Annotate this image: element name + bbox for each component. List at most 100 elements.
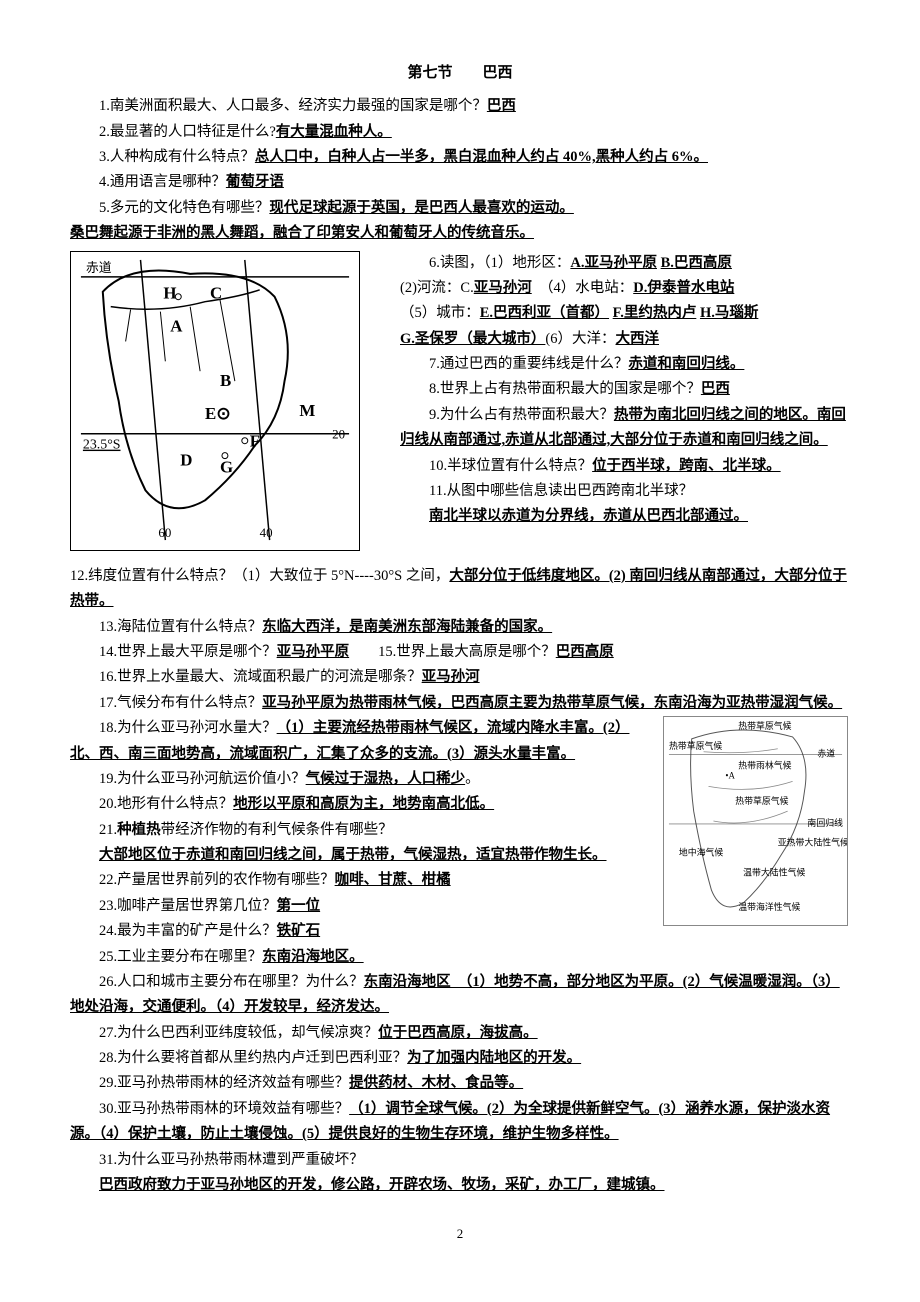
map-label-B: B [220, 371, 231, 390]
q11-a: 南北半球以赤道为分界线，赤道从巴西北部通过。 [429, 508, 748, 524]
q13-text: 13.海陆位置有什么特点？ [99, 619, 262, 635]
q6-line3: （5）城市：E.巴西利亚（首都） F.里约热内卢 H.马瑙斯 [400, 301, 850, 326]
q3-answer: 总人口中，白种人占一半多，黑白混血种人约占 40%,黑种人约占 6%。 [255, 149, 708, 165]
climate-section: 18.为什么亚马孙河水量大？（1）主要流经热带雨林气候区，流域内降水丰富。(2）… [70, 716, 850, 970]
q9-text: 9.为什么占有热带面积最大？ [429, 407, 614, 423]
q6-line4: G.圣保罗（最大城市）(6）大洋：大西洋 [400, 327, 850, 352]
q10-a: 位于西半球，跨南、北半球。 [592, 458, 781, 474]
q16-text: 16.世界上水量最大、流域面积最广的河流是哪条？ [99, 669, 422, 685]
q15-a: 巴西高原 [556, 644, 614, 660]
q8-text: 8.世界上占有热带面积最大的国家是哪个？ [429, 381, 701, 397]
map-section: 赤道 23.5°S 20 60 40 H C A B E⊙ M F D G [70, 251, 850, 560]
q15-text: 15.世界上最大高原是哪个？ [378, 644, 556, 660]
q8-a: 巴西 [701, 381, 730, 397]
clim-l4: 热带草原气候 [735, 795, 788, 806]
q31-q: 31.为什么亚马孙热带雨林遭到严重破坏？ [70, 1148, 850, 1173]
map-label-C: C [210, 283, 222, 302]
clim-l3: 赤道 [817, 748, 835, 759]
q27-text: 27.为什么巴西利亚纬度较低，却气候凉爽？ [99, 1025, 378, 1041]
q28-text: 28.为什么要将首都从里约热内卢迁到巴西利亚？ [99, 1050, 407, 1066]
clim-dotA: •A [725, 771, 735, 781]
q7: 7.通过巴西的重要纬线是什么？赤道和南回归线。 [400, 352, 850, 377]
map-tropic-label: 23.5°S [83, 437, 121, 452]
q25-text: 25.工业主要分布在哪里？ [99, 949, 262, 965]
q21-q2: 带经济作物的有利气候条件有哪些？ [161, 822, 393, 838]
q12: 12.纬度位置有什么特点？（1）大致位于 5°N----30°S 之间，大部分位… [70, 564, 850, 615]
q31-text: 31.为什么亚马孙热带雨林遭到严重破坏？ [99, 1152, 364, 1168]
q22-a: 咖啡、甘蔗、柑橘 [335, 872, 451, 888]
q6-H: H.马瑙斯 [700, 305, 758, 321]
q21-num: 21. [99, 822, 117, 838]
q16-a: 亚马孙河 [422, 669, 480, 685]
q3-text: 3.人种构成有什么特点？ [99, 149, 255, 165]
q27: 27.为什么巴西利亚纬度较低，却气候凉爽？位于巴西高原，海拔高。 [70, 1021, 850, 1046]
map-20s: 20 [332, 426, 345, 441]
map-label-D: D [180, 450, 192, 469]
climate-map: 热带草原气候 热带草原气候 热带雨林气候 赤道 热带草原气候 亚热带大陆性气候 … [663, 716, 848, 926]
climate-left-text: 18.为什么亚马孙河水量大？（1）主要流经热带雨林气候区，流域内降水丰富。(2）… [70, 716, 655, 970]
page-number: 2 [70, 1223, 850, 1246]
climate-map-container: 热带草原气候 热带草原气候 热带雨林气候 赤道 热带草原气候 亚热带大陆性气候 … [655, 716, 850, 970]
map-label-M: M [299, 400, 315, 419]
q14: 14.世界上最大平原是哪个？亚马孙平原 15.世界上最大高原是哪个？巴西高原 [70, 640, 850, 665]
map-label-E: E⊙ [205, 403, 230, 422]
q25: 25.工业主要分布在哪里？东南沿海地区。 [70, 945, 655, 970]
q6-C: 亚马孙河 [474, 280, 532, 296]
q11-q: 11.从图中哪些信息读出巴西跨南北半球？ [400, 479, 850, 504]
q5-line1: 5.多元的文化特色有哪些？现代足球起源于英国，是巴西人最喜欢的运动。 [70, 196, 850, 221]
q17-text: 17.气候分布有什么特点？ [99, 695, 262, 711]
q31-a-line: 巴西政府致力于亚马孙地区的开发，修公路，开辟农场、牧场，采矿，办工厂，建城镇。 [70, 1173, 850, 1198]
q17-a: 亚马孙平原为热带雨林气候，巴西高原主要为热带草原气候，东南沿海为亚热带湿润气候。 [262, 695, 842, 711]
q19-a: 气候过于湿热，人口稀少 [306, 771, 466, 787]
q20-text: 20.地形有什么特点？ [99, 796, 233, 812]
q22-text: 22.产量居世界前列的农作物有哪些？ [99, 872, 335, 888]
q6-F: F.里约热内卢 [613, 305, 697, 321]
q11-a-line: 南北半球以赤道为分界线，赤道从巴西北部通过。 [400, 504, 850, 529]
q12-text: 12.纬度位置有什么特点？（1）大致位于 5°N----30°S 之间， [70, 568, 449, 584]
q6-l2b: （4）水电站： [532, 280, 634, 296]
q7-a: 赤道和南回归线。 [628, 356, 744, 372]
q11-text: 11.从图中哪些信息读出巴西跨南北半球？ [429, 483, 693, 499]
q24: 24.最为丰富的矿产是什么？铁矿石 [70, 919, 655, 944]
q6-B: B.巴西高原 [661, 255, 732, 271]
q10-text: 10.半球位置有什么特点？ [429, 458, 592, 474]
map-label-G: G [220, 457, 233, 476]
q7-text: 7.通过巴西的重要纬线是什么？ [429, 356, 628, 372]
map-container: 赤道 23.5°S 20 60 40 H C A B E⊙ M F D G [70, 251, 380, 560]
clim-l2: 热带雨林气候 [738, 760, 791, 771]
map-equator-label: 赤道 [86, 259, 112, 274]
q23: 23.咖啡产量居世界第几位？第一位 [70, 894, 655, 919]
q21-q: 21.种植热带经济作物的有利气候条件有哪些？ [70, 818, 655, 843]
q6-D: D.伊泰普水电站 [633, 280, 734, 296]
q22: 22.产量居世界前列的农作物有哪些？咖啡、甘蔗、柑橘 [70, 868, 655, 893]
q6-A: A.亚马孙平原 [570, 255, 657, 271]
q29-text: 29.亚马孙热带雨林的经济效益有哪些？ [99, 1075, 349, 1091]
q2-text: 2.最显著的人口特征是什么? [99, 124, 276, 140]
brazil-map: 赤道 23.5°S 20 60 40 H C A B E⊙ M F D G [70, 251, 360, 551]
q20-a: 地形以平原和高原为主，地势南高北低。 [233, 796, 494, 812]
clim-l7: 地中海气候 [679, 847, 724, 858]
map-label-H: H [163, 283, 176, 302]
q23-text: 23.咖啡产量居世界第几位？ [99, 898, 277, 914]
q6-E: E.巴西利亚（首都） [480, 305, 609, 321]
q13-a: 东临大西洋，是南美洲东部海陆兼备的国家。 [262, 619, 552, 635]
clim-l1: 热带草原气候 [669, 740, 722, 751]
q6-line1: 6.读图，（1）地形区：A.亚马孙平原 B.巴西高原 [400, 251, 850, 276]
clim-l6: 南回归线 [807, 817, 843, 828]
clim-l5: 亚热带大陆性气候 [778, 837, 848, 848]
q31-a: 巴西政府致力于亚马孙地区的开发，修公路，开辟农场、牧场，采矿，办工厂，建城镇。 [99, 1177, 665, 1193]
q23-a: 第一位 [277, 898, 321, 914]
q13: 13.海陆位置有什么特点？东临大西洋，是南美洲东部海陆兼备的国家。 [70, 615, 850, 640]
q4-answer: 葡萄牙语 [226, 174, 284, 190]
q1: 1.南美洲面积最大、人口最多、经济实力最强的国家是哪个？巴西 [70, 94, 850, 119]
q5-a1: 现代足球起源于英国，是巴西人最喜欢的运动。 [269, 200, 574, 216]
q6-l2a: (2)河流：C. [400, 280, 474, 296]
q21-a: 大部地区位于赤道和南回归线之间，属于热带，气候湿热，适宜热带作物生长。 [99, 847, 607, 863]
q29-a: 提供药材、木材、食品等。 [349, 1075, 523, 1091]
q5-text: 5.多元的文化特色有哪些？ [99, 200, 269, 216]
q18: 18.为什么亚马孙河水量大？（1）主要流经热带雨林气候区，流域内降水丰富。(2）… [70, 716, 655, 767]
q26-text: 26.人口和城市主要分布在哪里？为什么？ [99, 974, 364, 990]
q6-ocean: 大西洋 [616, 331, 660, 347]
q26: 26.人口和城市主要分布在哪里？为什么？东南沿海地区 （1）地势不高，部分地区为… [70, 970, 850, 1021]
map-lon40: 40 [260, 525, 273, 540]
